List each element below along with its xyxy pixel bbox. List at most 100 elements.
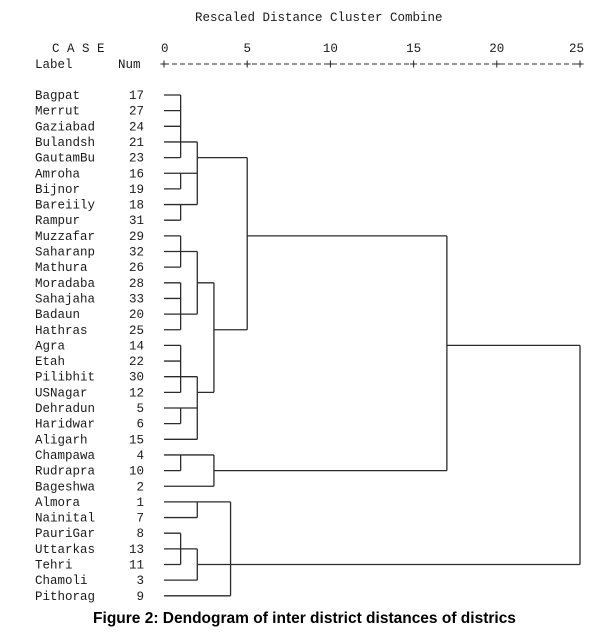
leaf-num: 6 [136, 418, 144, 432]
leaf-num: 7 [136, 512, 144, 526]
leaf-num: 19 [129, 183, 144, 197]
leaf-label: Hathras [35, 324, 88, 338]
leaf-num: 25 [129, 324, 144, 338]
leaf-label: Nainital [35, 512, 95, 526]
leaf-row: Agra 14 [35, 339, 144, 353]
leaf-label: Bagpat [35, 89, 80, 103]
leaf-row: Chamoli 3 [35, 574, 144, 588]
leaf-num: 8 [136, 527, 144, 541]
leaf-num: 20 [129, 308, 144, 322]
leaf-num: 13 [129, 543, 144, 557]
cluster-merge-D [180, 141, 198, 206]
cluster-merge-C [164, 203, 182, 221]
leaf-row: Gaziabad 24 [35, 120, 144, 134]
leaf-label: Bulandsh [35, 136, 95, 150]
leaf-row: Saharanp 32 [35, 246, 144, 260]
leaf-num: 29 [129, 230, 144, 244]
x-tick-label: 10 [323, 42, 338, 56]
leaf-label: Dehradun [35, 402, 95, 416]
leaf-label: Rudrapra [35, 465, 96, 479]
leaf-label: Pithorag [35, 590, 95, 604]
leaf-num: 5 [136, 402, 144, 416]
x-tick-label: 5 [243, 42, 251, 56]
x-tick-label: 25 [569, 42, 584, 56]
leaf-row: Moradaba 28 [35, 277, 144, 291]
leaf-row: PauriGar 8 [35, 527, 144, 541]
x-tick-label: 0 [161, 42, 169, 56]
leaf-row: Haridwar 6 [35, 418, 144, 432]
axis-plus-mark [243, 60, 251, 68]
leaf-num: 14 [129, 339, 144, 353]
leaf-num: 18 [129, 199, 144, 213]
axis-plus-mark [493, 60, 501, 68]
x-axis-ruler [160, 60, 584, 68]
leaf-row: Aligarh 15 [35, 433, 144, 447]
leaf-label: PauriGar [35, 527, 95, 541]
leaf-row: Pilibhit 30 [35, 371, 144, 385]
leaf-label: Champawa [35, 449, 96, 463]
leaf-num: 33 [129, 292, 144, 306]
leaf-row: Nainital 7 [35, 512, 144, 526]
cluster-merge-F [164, 282, 182, 331]
leaf-row: Rampur 31 [35, 214, 144, 228]
leaf-row: Champawa 4 [35, 449, 144, 463]
leaf-row: Badaun 20 [35, 308, 144, 322]
leaf-row: Bagpat 17 [35, 89, 144, 103]
axis-plus-mark [326, 60, 334, 68]
leaf-label: Haridwar [35, 418, 95, 432]
leaf-row: Sahajaha 33 [35, 292, 144, 306]
cluster-merge-B [164, 172, 182, 190]
leaf-label: Agra [35, 339, 66, 353]
leaf-num: 28 [129, 277, 144, 291]
leaf-num: 21 [129, 136, 144, 150]
x-axis-ticks: 0 5 10 15 20 25 [161, 42, 584, 56]
leaf-label: Bareiily [35, 199, 96, 213]
leaf-num: 23 [129, 152, 144, 166]
num-header: Num [118, 58, 141, 72]
cluster-merge-H [164, 344, 182, 394]
leaf-row: Tehri 11 [35, 559, 144, 573]
cluster-merge-P [164, 501, 198, 519]
leaf-num: 4 [136, 449, 144, 463]
leaf-num: 3 [136, 574, 144, 588]
label-header: Label [35, 58, 73, 72]
leaf-row: Bijnor 19 [35, 183, 144, 197]
leaf-row: Dehradun 5 [35, 402, 144, 416]
leaf-label: Rampur [35, 214, 80, 228]
leaf-num: 27 [129, 105, 144, 119]
leaf-row: USNagar 12 [35, 386, 144, 400]
leaf-row: Merrut 27 [35, 105, 144, 119]
leaf-label: Pilibhit [35, 371, 95, 385]
leaf-num: 17 [129, 89, 144, 103]
case-header: C A S E [52, 42, 105, 56]
leaf-num: 31 [129, 214, 144, 228]
leaf-row: Amroha 16 [35, 167, 144, 181]
leaf-num: 22 [129, 355, 144, 369]
leaf-label: Badaun [35, 308, 80, 322]
leaf-num: 32 [129, 246, 144, 260]
leaf-label: Saharanp [35, 246, 95, 260]
x-tick-label: 15 [406, 42, 421, 56]
leaf-num: 30 [129, 371, 144, 385]
cluster-merge-T [230, 344, 581, 566]
leaf-label: Merrut [35, 105, 80, 119]
leaf-row: Hathras 25 [35, 324, 144, 338]
leaf-num: 11 [129, 559, 144, 573]
leaf-num: 15 [129, 433, 144, 447]
leaf-label: Amroha [35, 167, 81, 181]
chart-title: Rescaled Distance Cluster Combine [195, 11, 443, 25]
leaf-num: 10 [129, 465, 144, 479]
cluster-merge-O [213, 235, 448, 472]
leaf-num: 12 [129, 386, 144, 400]
leaf-label: Etah [35, 355, 65, 369]
leaf-row: Bareiily 18 [35, 199, 144, 213]
cluster-merge-J [164, 376, 198, 440]
leaf-row: Muzzafar 29 [35, 230, 144, 244]
leaf-num: 24 [129, 120, 144, 134]
leaf-row: Mathura 26 [35, 261, 144, 275]
axis-plus-mark [410, 60, 418, 68]
cluster-merge-E [164, 235, 182, 268]
dendrogram-links [164, 94, 581, 597]
leaf-row: Uttarkas 13 [35, 543, 144, 557]
